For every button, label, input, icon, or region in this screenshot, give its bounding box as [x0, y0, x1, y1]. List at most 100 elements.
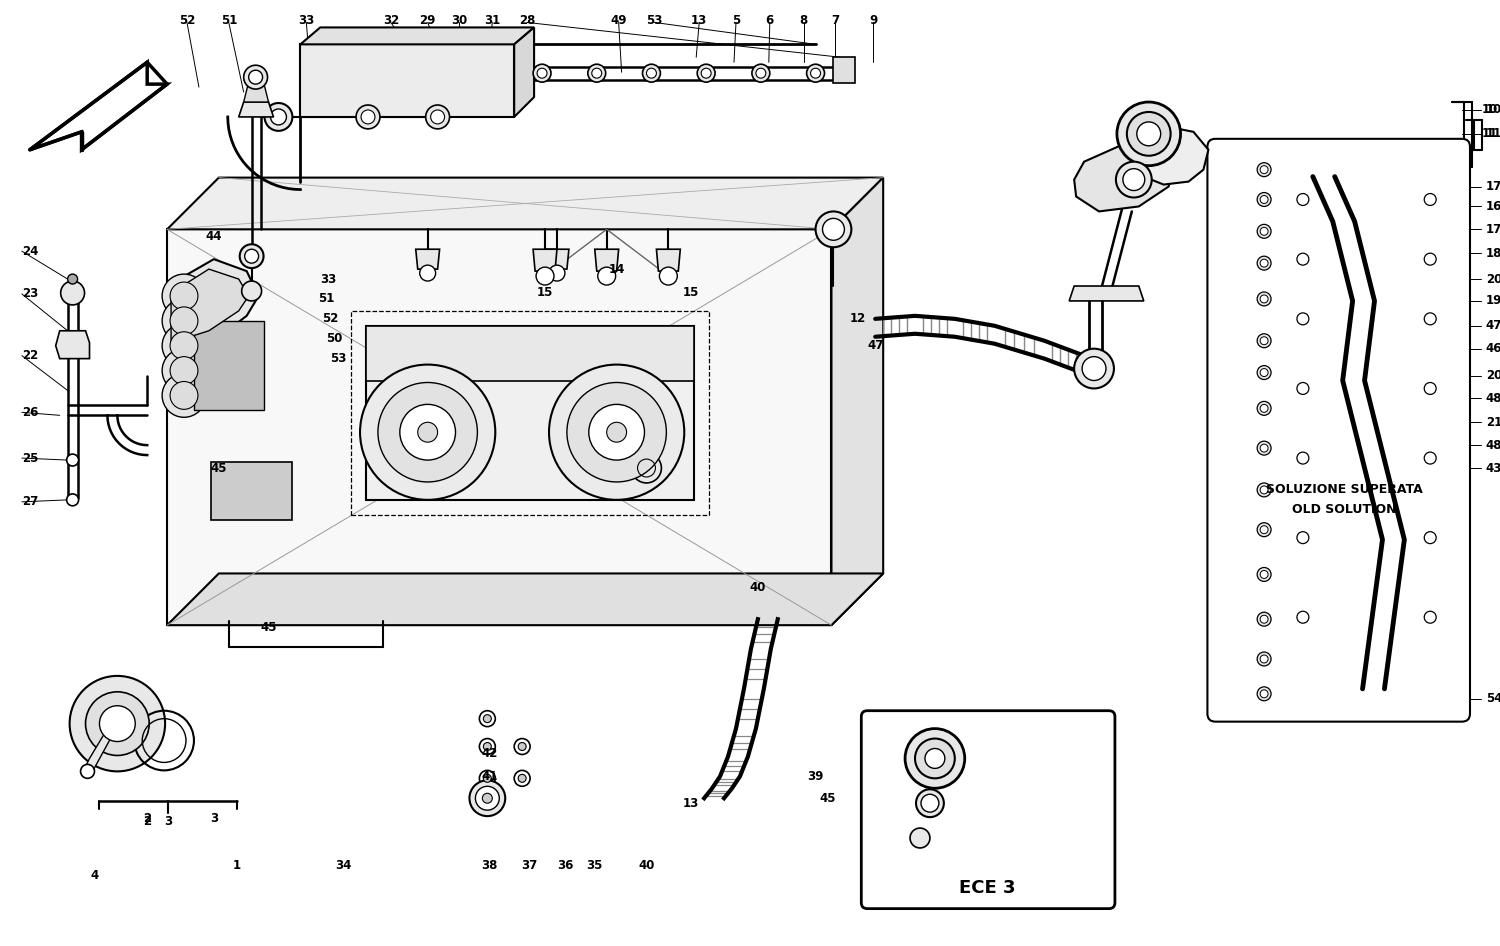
Circle shape	[537, 68, 548, 79]
Text: 10: 10	[1486, 103, 1500, 116]
Text: 6: 6	[765, 14, 774, 27]
Polygon shape	[657, 249, 681, 272]
Text: 38: 38	[482, 859, 498, 872]
Text: 47: 47	[867, 340, 883, 352]
Circle shape	[1257, 687, 1270, 701]
Text: 45: 45	[261, 621, 278, 634]
Text: 14: 14	[609, 263, 625, 275]
Circle shape	[915, 739, 956, 779]
Circle shape	[822, 219, 844, 240]
Polygon shape	[243, 82, 268, 102]
Text: 4: 4	[90, 869, 99, 883]
Text: 15: 15	[537, 287, 554, 300]
Circle shape	[1260, 526, 1268, 534]
Text: 31: 31	[484, 14, 501, 27]
Text: 56: 56	[1044, 739, 1060, 748]
Text: 30: 30	[452, 14, 468, 27]
Text: 40: 40	[639, 859, 654, 872]
Circle shape	[1257, 256, 1270, 271]
Circle shape	[1257, 568, 1270, 582]
Text: 7: 7	[831, 14, 840, 27]
Text: 46: 46	[1486, 342, 1500, 355]
Text: 20: 20	[1486, 272, 1500, 286]
Polygon shape	[1074, 142, 1173, 211]
Circle shape	[270, 109, 286, 125]
Text: 52: 52	[178, 14, 195, 27]
Text: 17: 17	[1486, 223, 1500, 236]
Circle shape	[170, 357, 198, 384]
Circle shape	[588, 64, 606, 82]
Text: 39: 39	[807, 770, 824, 783]
Circle shape	[483, 794, 492, 803]
Text: 13: 13	[692, 14, 708, 27]
Circle shape	[1257, 523, 1270, 536]
Circle shape	[81, 764, 94, 779]
Circle shape	[1137, 122, 1161, 146]
Circle shape	[1260, 259, 1268, 267]
Text: 25: 25	[22, 451, 39, 464]
Circle shape	[476, 786, 500, 810]
Circle shape	[642, 64, 660, 82]
Text: 47: 47	[1486, 320, 1500, 332]
Polygon shape	[1138, 127, 1209, 184]
Circle shape	[240, 244, 264, 268]
Circle shape	[1257, 652, 1270, 666]
Circle shape	[1298, 194, 1310, 205]
Circle shape	[807, 64, 825, 82]
Polygon shape	[416, 249, 440, 269]
Circle shape	[536, 267, 554, 285]
Circle shape	[86, 692, 148, 756]
Circle shape	[1126, 112, 1170, 156]
Text: 3: 3	[210, 812, 218, 825]
Text: 54: 54	[1486, 692, 1500, 706]
Circle shape	[1074, 349, 1114, 389]
Circle shape	[518, 775, 526, 782]
Circle shape	[752, 64, 770, 82]
Text: 17: 17	[1486, 180, 1500, 193]
Polygon shape	[56, 331, 90, 359]
Circle shape	[400, 404, 456, 460]
Text: 9: 9	[868, 14, 877, 27]
Text: 37: 37	[520, 859, 537, 872]
Text: 52: 52	[322, 312, 339, 325]
Circle shape	[483, 743, 492, 750]
Polygon shape	[30, 62, 166, 149]
Circle shape	[162, 324, 206, 368]
Circle shape	[1424, 382, 1436, 394]
Circle shape	[430, 110, 444, 124]
Text: 33: 33	[320, 272, 336, 286]
Circle shape	[1260, 166, 1268, 174]
Circle shape	[518, 743, 526, 750]
Polygon shape	[831, 178, 884, 625]
Text: 19: 19	[1486, 294, 1500, 307]
Circle shape	[910, 828, 930, 848]
Circle shape	[162, 349, 206, 393]
Polygon shape	[171, 269, 249, 342]
Circle shape	[700, 68, 711, 79]
Text: 48: 48	[1486, 439, 1500, 451]
Text: SOLUZIONE SUPERATA: SOLUZIONE SUPERATA	[1266, 483, 1424, 497]
Circle shape	[1257, 163, 1270, 177]
Circle shape	[1257, 612, 1270, 626]
Circle shape	[1257, 401, 1270, 415]
Circle shape	[68, 274, 78, 284]
Circle shape	[1298, 611, 1310, 623]
Circle shape	[1116, 162, 1152, 198]
Circle shape	[660, 267, 678, 285]
Circle shape	[904, 728, 964, 788]
Text: 2: 2	[142, 812, 152, 825]
Text: 40: 40	[750, 581, 766, 594]
Circle shape	[69, 675, 165, 771]
Circle shape	[426, 105, 450, 129]
Circle shape	[816, 211, 852, 247]
Circle shape	[99, 706, 135, 742]
Text: 18: 18	[1486, 247, 1500, 260]
Circle shape	[549, 364, 684, 499]
Text: 26: 26	[22, 406, 39, 419]
Bar	[834, 58, 855, 83]
Text: 13: 13	[682, 797, 699, 810]
Circle shape	[470, 780, 506, 816]
Text: 21: 21	[1486, 416, 1500, 429]
Circle shape	[1424, 194, 1436, 205]
Polygon shape	[166, 259, 258, 356]
